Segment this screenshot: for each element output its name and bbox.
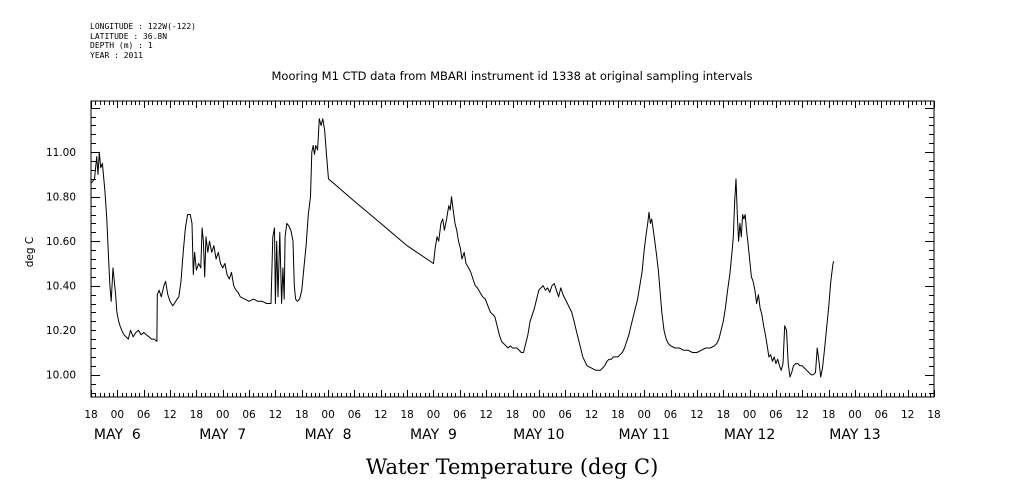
x-tick-label: 06 (242, 409, 256, 421)
x-tick-label: 06 (137, 409, 151, 421)
x-tick-label: 00 (427, 409, 440, 421)
x-tick-label: 12 (374, 409, 387, 421)
x-tick-label: 06 (875, 409, 889, 421)
x-tick-label: 00 (638, 409, 651, 421)
header-info: LONGITUDE : 122W(-122) LATITUDE : 36.8N … (90, 22, 196, 60)
x-tick-label: 06 (664, 409, 678, 421)
x-tick-label: 06 (348, 409, 362, 421)
x-tick-label: 06 (559, 409, 573, 421)
x-date-label: MAY 7 (199, 427, 246, 443)
x-tick-label: 00 (216, 409, 229, 421)
x-tick-label: 12 (585, 409, 598, 421)
y-tick-label: 10.80 (46, 192, 76, 204)
y-tick-label: 10.60 (46, 236, 76, 248)
x-tick-label: 18 (400, 409, 413, 421)
year-line: YEAR : 2011 (90, 50, 143, 60)
x-tick-label: 18 (506, 409, 519, 421)
x-tick-label: 18 (295, 409, 308, 421)
x-tick-label: 12 (690, 409, 703, 421)
x-tick-label: 06 (453, 409, 467, 421)
x-tick-label: 00 (321, 409, 334, 421)
y-tick-label: 10.20 (46, 325, 76, 337)
y-axis-label: deg C (24, 237, 36, 267)
x-minor-ticks (91, 101, 935, 397)
x-tick-label: 00 (743, 409, 756, 421)
x-tick-label: 18 (84, 409, 97, 421)
x-tick-label: 00 (111, 409, 124, 421)
x-date-label: MAY 13 (829, 427, 880, 443)
y-tick-label: 10.40 (46, 281, 76, 293)
x-date-label: MAY 11 (619, 427, 670, 443)
x-tick-label: 18 (927, 409, 940, 421)
x-tick-label: 18 (611, 409, 624, 421)
x-tick-label: 00 (848, 409, 861, 421)
x-date-label: MAY 10 (513, 427, 564, 443)
x-date-label: MAY 9 (410, 427, 457, 443)
y-tick-label: 10.00 (46, 370, 76, 382)
x-tick-label: 18 (822, 409, 835, 421)
y-tick-label: 11.00 (46, 147, 76, 159)
chart-title: Mooring M1 CTD data from MBARI instrumen… (272, 69, 753, 83)
x-tick-label: 12 (479, 409, 492, 421)
plot-layer: 10.00 10.20 10.40 10.60 10.80 11.00 18 00 06 12 18… (46, 100, 941, 443)
x-date-label: MAY 6 (94, 427, 141, 443)
x-tick-label: 12 (901, 409, 914, 421)
latitude-line: LATITUDE : 36.8N (90, 31, 168, 41)
x-axis-label: Water Temperature (deg C) (366, 455, 659, 479)
x-date-label: MAY 12 (724, 427, 775, 443)
x-date-label: MAY 8 (305, 427, 352, 443)
plot-frame (90, 100, 935, 398)
x-tick-label: 06 (769, 409, 783, 421)
depth-line: DEPTH (m) : 1 (90, 41, 153, 50)
x-tick-label: 18 (190, 409, 203, 421)
longitude-line: LONGITUDE : 122W(-122) (90, 22, 196, 31)
x-tick-label: 12 (163, 409, 176, 421)
y-ticks (91, 108, 934, 394)
temperature-series-line (90, 118, 835, 378)
x-tick-label: 00 (532, 409, 545, 421)
x-tick-label: 12 (796, 409, 809, 421)
x-tick-label: 18 (717, 409, 730, 421)
x-tick-label: 12 (269, 409, 282, 421)
